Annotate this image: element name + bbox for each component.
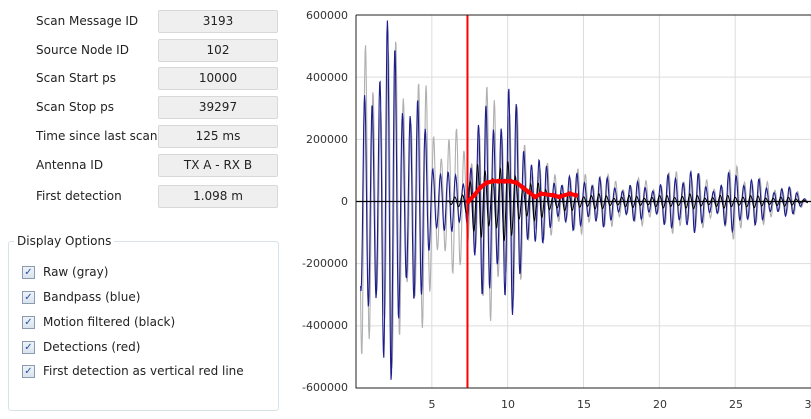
field-value: 39297 [158,96,278,119]
field-value: 1.098 m [158,185,278,208]
checkbox-checked-icon[interactable]: ✓ [22,340,35,354]
y-tick-label: 0 [341,195,348,208]
field-scan-message-id: Scan Message ID 3193 [36,10,278,34]
x-tick-label: 10 [501,398,515,411]
display-options-title: Display Options [14,234,115,248]
waveform-series [359,20,809,380]
detection-point [514,180,520,186]
x-tick-label: 15 [577,398,591,411]
field-value: 3193 [158,10,278,33]
field-label: Scan Stop ps [36,100,114,114]
detection-point [471,192,477,198]
detection-point [538,191,544,197]
detection-point [567,191,573,197]
field-label: Scan Message ID [36,14,139,28]
waveform-chart: 600000 400000 200000 0 -200000 -400000 -… [302,9,811,411]
detection-point [550,192,556,198]
x-tick-label: 20 [653,398,667,411]
checkbox-first-detection-line[interactable]: ✓ First detection as vertical red line [22,362,244,380]
detection-point [477,185,483,191]
detection-point [502,178,508,184]
checkbox-label: Motion filtered (black) [43,315,176,329]
detection-point [483,180,489,186]
field-label: First detection [36,189,122,203]
checkbox-motion-filtered[interactable]: ✓ Motion filtered (black) [22,313,175,331]
detection-point [556,194,562,200]
detection-point [496,178,502,184]
detection-point [508,178,514,184]
detection-point [490,178,495,184]
field-value: 10000 [158,67,278,90]
field-source-node-id: Source Node ID 102 [36,39,278,63]
checkbox-label: Bandpass (blue) [43,290,141,304]
detection-point [520,185,526,191]
y-tick-label: -200000 [302,257,348,270]
field-value: 125 ms [158,125,278,148]
checkbox-label: First detection as vertical red line [43,364,244,378]
checkbox-checked-icon[interactable]: ✓ [22,290,35,304]
checkbox-detections[interactable]: ✓ Detections (red) [22,338,140,356]
checkbox-label: Raw (gray) [43,265,109,279]
field-value: 102 [158,39,278,62]
field-label: Time since last scan [36,129,158,143]
field-first-detection: First detection 1.098 m [36,185,278,209]
x-tick-label: 3 [805,398,811,411]
detection-point [573,192,579,198]
field-label: Scan Start ps [36,71,116,85]
y-tick-label: 200000 [306,133,348,146]
checkbox-label: Detections (red) [43,340,141,354]
field-scan-start: Scan Start ps 10000 [36,67,278,91]
field-label: Antenna ID [36,158,104,172]
axis-frame [355,14,811,389]
detection-point [532,194,538,200]
y-tick-label: -400000 [302,319,348,332]
display-options-group [8,241,279,411]
field-antenna-id: Antenna ID TX A - RX B [36,154,278,178]
checkbox-checked-icon[interactable]: ✓ [22,315,35,329]
x-tick-label: 25 [729,398,743,411]
y-tick-label: 400000 [306,71,348,84]
detection-point [526,189,532,195]
checkbox-checked-icon[interactable]: ✓ [22,364,35,378]
field-time-since-last-scan: Time since last scan 125 ms [36,125,278,149]
checkbox-raw[interactable]: ✓ Raw (gray) [22,263,108,281]
y-tick-label: -600000 [302,381,348,394]
checkbox-checked-icon[interactable]: ✓ [22,265,35,279]
field-value: TX A - RX B [158,154,278,177]
field-label: Source Node ID [36,43,129,57]
x-tick-label: 5 [429,398,436,411]
checkbox-bandpass[interactable]: ✓ Bandpass (blue) [22,288,140,306]
y-tick-label: 600000 [306,9,348,22]
field-scan-stop: Scan Stop ps 39297 [36,96,278,120]
